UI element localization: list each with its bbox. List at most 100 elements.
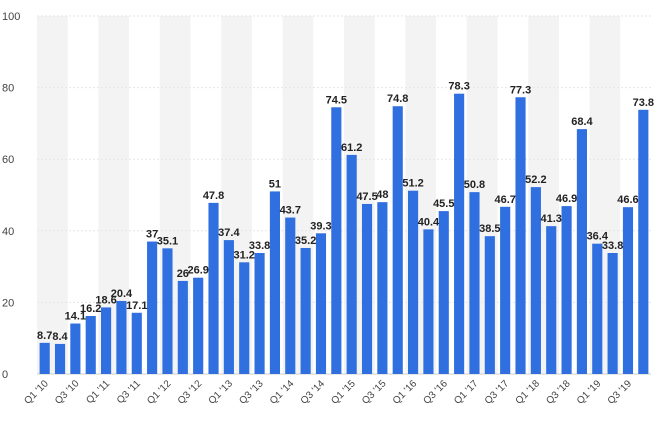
bar[interactable] (392, 106, 403, 374)
data-label: 61.2 (341, 142, 362, 154)
y-tick-label: 80 (2, 83, 14, 95)
bar[interactable] (285, 217, 296, 374)
bar[interactable] (469, 192, 480, 374)
y-tick-label: 100 (2, 11, 20, 23)
data-label: 51.2 (402, 178, 423, 190)
bar[interactable] (315, 233, 327, 374)
bar[interactable] (607, 252, 618, 374)
data-label: 51 (269, 178, 281, 190)
data-label: 48 (376, 189, 388, 201)
data-label: 16.2 (80, 303, 101, 315)
bar[interactable] (423, 229, 434, 374)
data-label: 43.7 (280, 205, 301, 217)
bar[interactable] (300, 247, 311, 374)
bar[interactable] (147, 241, 158, 374)
data-label: 68.4 (571, 116, 593, 128)
data-label: 17.1 (126, 300, 147, 312)
x-tick-label: Q3 '11 (115, 378, 143, 406)
bar[interactable] (515, 97, 526, 375)
bar[interactable] (70, 323, 81, 374)
bar[interactable] (116, 300, 127, 374)
x-tick-label: Q3 '15 (360, 378, 389, 407)
bar[interactable] (346, 154, 357, 374)
data-label: 46.7 (494, 194, 515, 206)
data-label: 36.4 (587, 231, 609, 243)
data-label: 14.1 (65, 311, 86, 323)
x-tick-label: Q3 '12 (176, 378, 205, 407)
bar[interactable] (361, 203, 373, 374)
bar[interactable] (254, 252, 265, 374)
y-tick-label: 0 (2, 369, 8, 381)
data-label: 74.5 (326, 94, 347, 106)
bar[interactable] (208, 202, 219, 374)
data-label: 37.4 (218, 227, 240, 239)
bar[interactable] (638, 109, 649, 375)
data-label: 50.8 (464, 179, 485, 191)
x-tick-label: Q3 '17 (483, 378, 512, 407)
data-label: 37 (146, 229, 158, 241)
x-tick-label: Q3 '13 (237, 378, 266, 407)
x-tick-label: Q1 '19 (575, 378, 604, 407)
data-label: 26.9 (187, 265, 208, 277)
data-label: 33.8 (249, 240, 270, 252)
x-tick-label: Q1 '10 (22, 378, 51, 407)
data-label: 47.8 (203, 190, 224, 202)
data-label: 38.5 (479, 223, 500, 235)
bar[interactable] (530, 187, 541, 374)
bar[interactable] (39, 342, 50, 374)
data-label: 47.5 (356, 191, 377, 203)
data-label: 46.6 (617, 194, 638, 206)
data-label: 31.2 (234, 249, 255, 261)
column-band (37, 16, 68, 374)
y-tick-label: 60 (2, 154, 14, 166)
bar[interactable] (500, 206, 511, 374)
data-label: 26 (177, 268, 189, 280)
data-label: 35.1 (157, 235, 178, 247)
bar[interactable] (54, 343, 66, 374)
bars (39, 93, 649, 375)
bar[interactable] (622, 207, 634, 374)
x-tick-label: Q3 '19 (606, 378, 635, 407)
data-label: 46.9 (556, 193, 577, 205)
bar[interactable] (193, 277, 204, 374)
bar[interactable] (162, 248, 173, 374)
x-tick-label: Q1 '11 (84, 378, 112, 406)
bar[interactable] (484, 236, 495, 374)
x-tick-label: Q3 '10 (53, 378, 82, 407)
x-tick-label: Q1 '15 (329, 378, 358, 407)
data-label: 8.7 (37, 330, 52, 342)
bar[interactable] (377, 202, 388, 374)
data-label: 33.8 (602, 240, 623, 252)
bar[interactable] (269, 191, 280, 374)
data-label: 8.4 (52, 331, 68, 343)
data-label: 78.3 (448, 81, 469, 93)
bar[interactable] (101, 307, 112, 374)
x-tick-label: Q1 '18 (514, 378, 543, 407)
bar[interactable] (408, 190, 419, 374)
bar[interactable] (561, 206, 572, 374)
bar[interactable] (331, 107, 342, 374)
x-tick-label: Q1 '13 (207, 378, 236, 407)
bar[interactable] (223, 240, 234, 374)
bar[interactable] (239, 262, 250, 374)
bar[interactable] (131, 312, 142, 374)
y-tick-label: 40 (2, 226, 14, 238)
x-tick-label: Q1 '17 (452, 378, 481, 407)
bar[interactable] (592, 243, 603, 374)
bar[interactable] (177, 280, 188, 374)
data-label: 73.8 (633, 97, 654, 109)
data-label: 40.4 (418, 216, 440, 228)
data-label: 20.4 (111, 288, 133, 300)
y-tick-label: 20 (2, 297, 14, 309)
data-label: 52.2 (525, 174, 546, 186)
bar[interactable] (85, 316, 96, 374)
bar[interactable] (454, 93, 465, 374)
bar[interactable] (576, 129, 587, 374)
data-label: 18.6 (95, 294, 116, 306)
bar[interactable] (546, 226, 557, 374)
bar[interactable] (438, 211, 449, 374)
data-label: 35.2 (295, 235, 316, 247)
y-axis: 0 20 40 60 80 100 (2, 11, 20, 381)
